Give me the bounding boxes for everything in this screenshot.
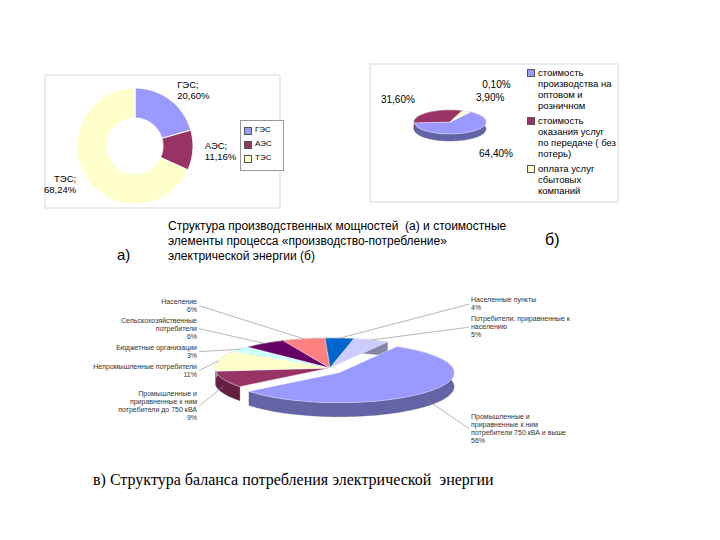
data-label: Населенные пункты4% [471,296,576,312]
legend-entry: ТЭС [244,153,280,163]
data-label: Промышленные и приравненные к ним потреб… [92,390,197,422]
data-label: 64,40% [479,148,513,159]
leader-line [371,327,469,340]
label-value: 9% [92,414,197,422]
pie-0 [77,88,193,204]
slice [77,88,188,204]
pie-1 [414,110,486,141]
label-name: Промышленные и приравненные к ним потреб… [471,413,576,437]
legend-swatch [527,165,535,173]
label-name: Потребители, приравненные к населению [471,315,576,331]
legend-entry: АЭС [244,139,280,149]
label-name: Промышленные и приравненные к ним потреб… [92,390,197,414]
legend-swatch [244,155,252,163]
legend-label: ТЭС [255,153,280,163]
legend-label: стоимость производства на оптовом и розн… [538,67,617,111]
label-name: Население [92,298,197,306]
data-label: Промышленные и приравненные к ним потреб… [471,413,576,445]
label-name: Населенные пункты [471,296,576,304]
leader-line [199,329,264,344]
label-line: 3,90% [476,92,504,103]
label-value: 4% [471,304,576,312]
legend-entry: стоимость оказания услуг по передаче ( б… [527,115,617,159]
label-line: 64,40% [479,148,513,159]
label-value: 6% [92,333,197,341]
label-line: 20,60% [177,90,210,101]
label-line: 68,24% [44,184,77,195]
legend: стоимость производства на оптовом и розн… [527,66,617,200]
label-value: 5% [471,331,576,339]
data-label: 0,10% [482,79,510,90]
leader-line [199,361,218,371]
title: в) Структура баланса потребления электри… [93,470,494,489]
legend-entry: стоимость производства на оптовом и розн… [527,67,617,111]
label-line: АЭС; [205,140,227,151]
legend-entry: ГЭС [244,125,280,135]
slice [283,338,330,368]
leader-line [199,306,304,339]
data-label: 31,60% [381,94,415,105]
leader-line [426,399,469,428]
legend-entry: оплата услуг сбытовых компаний [527,163,617,196]
slice [450,112,470,122]
legend: ГЭС АЭС ТЭС [240,120,284,171]
legend-swatch [527,117,535,125]
leader-line [340,304,469,338]
data-label: ГЭС;20,60% [177,79,210,101]
legend-swatch [244,127,252,135]
label-line: 11,16% [205,151,237,162]
pie-2 [215,338,454,417]
canvas: ГЭС;20,60% АЭС;11,16% ТЭС;68,24% 64,40% 31,6… [0,0,720,540]
label-value: 3% [92,352,197,360]
label-value: 56% [471,437,576,445]
label-name: Непромышленные потребители [92,363,197,371]
caption: Структура производственных мощностей (а)… [168,219,513,264]
label-line: ТЭС; [54,173,76,184]
data-label: 3,90% [476,92,504,103]
data-label: ТЭС;68,24% [44,173,77,195]
label-value: 6% [92,306,197,314]
legend-swatch [244,141,252,149]
slice [330,339,388,368]
data-label: Сельскохозяйственные потребители6% [92,317,197,341]
legend-label: АЭС [255,139,280,149]
data-label: Потребители, приравненные к населению5% [471,315,576,339]
data-label: АЭС;11,16% [205,140,237,162]
label-value: 11% [92,371,197,379]
legend-swatch [527,69,535,77]
title: а) [117,246,127,264]
data-label: Непромышленные потребители11% [92,363,197,379]
legend-label: стоимость оказания услуг по передаче ( б… [538,115,617,159]
chart-frame [370,64,618,202]
label-line: ГЭС; [177,79,198,90]
data-label: Население6% [92,298,197,314]
legend-label: ГЭС [255,125,280,135]
title: б) [545,230,560,249]
slice [414,110,462,123]
label-line: 0,10% [482,79,510,90]
label-name: Бюджетные организации [92,344,197,352]
slice [450,111,470,122]
leader-line [199,349,241,352]
leader-line [199,386,224,406]
label-name: Сельскохозяйственные потребители [92,317,197,333]
label-line: 31,60% [381,94,415,105]
data-label: Бюджетные организации3% [92,344,197,360]
legend-label: оплата услуг сбытовых компаний [538,163,617,196]
chart-frame [45,75,280,208]
